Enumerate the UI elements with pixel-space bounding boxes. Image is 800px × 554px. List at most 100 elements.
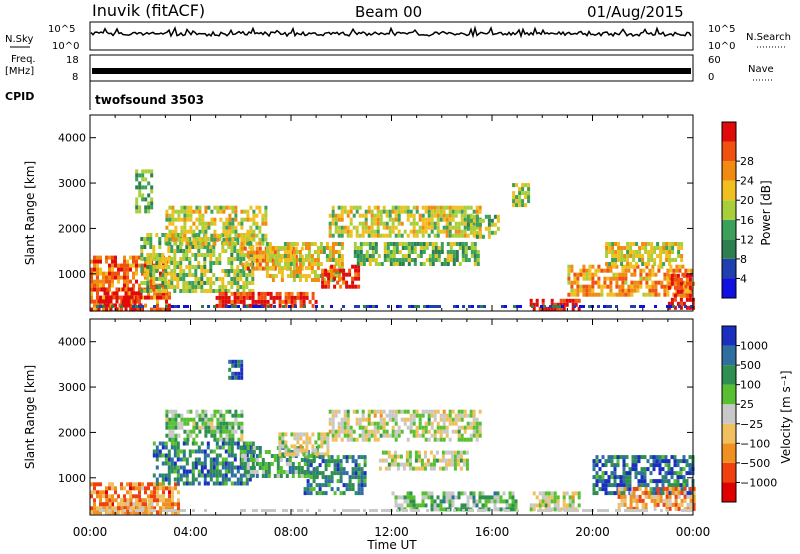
data-cell: [203, 449, 207, 454]
data-cell: [194, 265, 198, 269]
data-cell: [662, 498, 666, 503]
data-cell: [267, 450, 271, 454]
data-cell: [659, 498, 663, 503]
data-cell: [130, 295, 134, 300]
data-cell: [376, 233, 380, 238]
data-cell: [265, 246, 269, 250]
data-cell: [388, 217, 392, 222]
data-cell: [159, 510, 162, 515]
data-cell: [455, 242, 459, 246]
data-cell: [228, 429, 232, 434]
data-cell: [511, 503, 515, 508]
data-cell: [556, 495, 560, 500]
x-tick-label: 00:00: [676, 525, 711, 539]
data-cell: [191, 285, 195, 289]
data-cell: [639, 305, 642, 308]
data-cell: [475, 205, 479, 210]
data-cell: [521, 187, 525, 192]
data-cell: [230, 249, 234, 253]
data-cell: [138, 506, 142, 511]
data-cell: [165, 417, 169, 422]
data-cell: [658, 491, 662, 496]
data-cell: [363, 459, 367, 464]
data-cell: [538, 491, 542, 496]
data-cell: [209, 469, 213, 474]
data-cell: [423, 454, 427, 459]
data-cell: [221, 441, 225, 446]
data-cell: [278, 448, 282, 453]
data-cell: [297, 474, 301, 478]
data-cell: [411, 305, 414, 308]
data-cell: [355, 421, 359, 426]
data-cell: [147, 295, 150, 300]
data-cell: [633, 280, 637, 285]
data-cell: [135, 494, 138, 499]
data-cell: [240, 237, 244, 242]
data-cell: [265, 262, 269, 266]
data-cell: [394, 233, 398, 238]
data-cell: [597, 280, 601, 285]
data-cell: [179, 265, 183, 269]
data-cell: [123, 486, 126, 491]
data-cell: [460, 409, 464, 414]
data-cell: [614, 254, 618, 258]
data-cell: [423, 462, 427, 467]
data-cell: [529, 302, 533, 307]
data-cell: [613, 475, 617, 480]
data-cell: [293, 436, 297, 441]
data-cell: [307, 254, 311, 258]
data-cell: [605, 246, 609, 250]
data-cell: [288, 466, 292, 470]
data-cell: [227, 273, 231, 277]
data-cell: [401, 258, 405, 262]
data-cell: [138, 205, 142, 210]
data-cell: [592, 475, 596, 480]
power-colorbar-label: Power [dB]: [759, 180, 773, 245]
data-cell: [200, 273, 204, 277]
data-cell: [300, 509, 303, 512]
data-cell: [283, 242, 287, 246]
data-cell: [120, 263, 123, 268]
data-cell: [327, 463, 331, 468]
data-cell: [162, 259, 165, 264]
data-cell: [96, 263, 99, 268]
data-cell: [269, 303, 273, 308]
data-cell: [469, 213, 473, 218]
data-cell: [171, 494, 174, 499]
data-cell: [337, 262, 341, 266]
data-cell: [470, 250, 474, 254]
data-cell: [99, 509, 102, 512]
data-cell: [311, 448, 315, 453]
data-cell: [676, 281, 680, 286]
data-cell: [582, 288, 586, 293]
data-cell: [524, 195, 528, 200]
data-cell: [532, 507, 536, 512]
data-cell: [318, 463, 322, 468]
data-cell: [135, 201, 139, 206]
data-cell: [139, 307, 143, 312]
data-cell: [123, 509, 126, 512]
data-cell: [192, 221, 196, 226]
data-cell: [273, 474, 277, 478]
data-cell: [191, 273, 195, 277]
data-cell: [677, 486, 681, 491]
data-cell: [141, 498, 145, 503]
data-cell: [265, 258, 269, 262]
data-cell: [615, 272, 619, 277]
data-cell: [621, 264, 625, 269]
data-cell: [345, 483, 349, 488]
data-cell: [284, 432, 288, 437]
data-cell: [203, 257, 207, 261]
data-cell: [261, 462, 265, 466]
data-cell: [204, 233, 208, 238]
data-cell: [297, 466, 301, 470]
data-cell: [301, 242, 305, 246]
data-cell: [430, 409, 434, 414]
data-cell: [367, 433, 371, 438]
data-cell: [376, 429, 380, 434]
data-cell: [430, 205, 434, 210]
data-cell: [597, 305, 600, 308]
data-cell: [317, 452, 321, 457]
data-cell: [351, 509, 354, 512]
data-cell: [352, 213, 356, 218]
